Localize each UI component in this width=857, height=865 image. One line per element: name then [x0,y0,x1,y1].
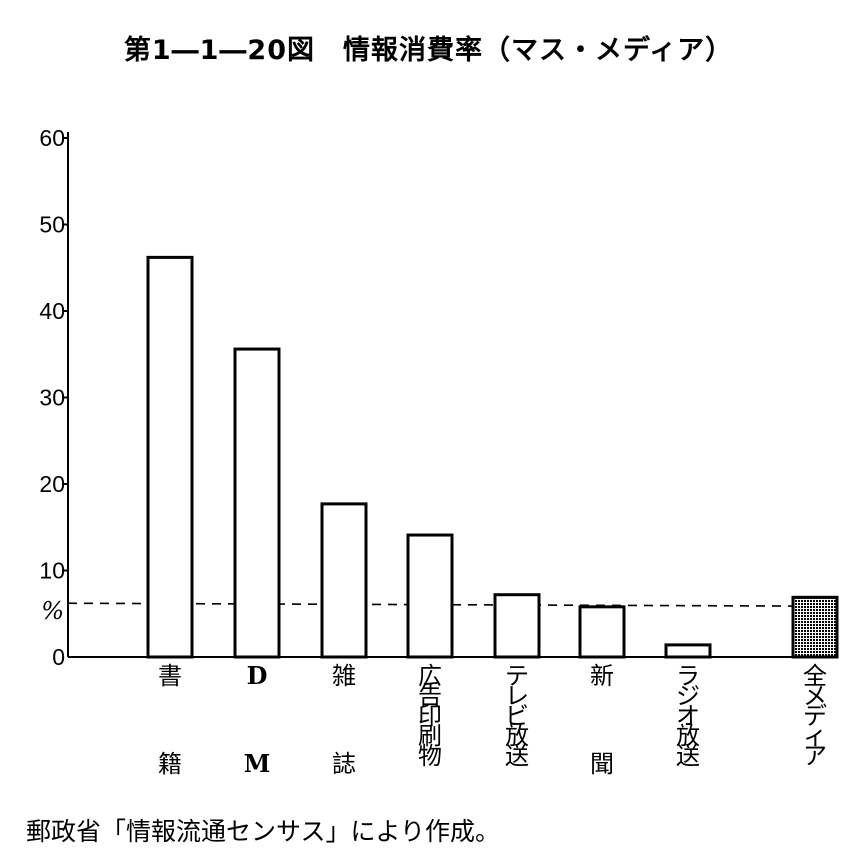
bar-chart: 0 10 20 30 40 50 60% 書籍 D M 雑誌 広告印刷物 テレビ放送 新聞 ラジオ放送 全メ… [39,125,839,778]
y-tick-label: 60 [39,125,65,151]
bar [233,347,281,659]
y-tick-label: 10 [39,558,65,584]
bar [146,255,194,659]
y-tick-label: 40 [39,298,65,324]
source-note: 郵政省「情報流通センサス」により作成。 [26,817,501,846]
y-tick-label: 50 [39,212,65,238]
bar [791,595,839,659]
chart-title: 第1―1―20図 情報消費率（マス・メディア） [123,35,734,66]
x-tick-label-bottom: 籍 [158,750,182,778]
bar [493,593,541,659]
x-tick-label: ラジオ放送 [676,662,700,770]
x-tick-label-bottom: M [244,749,271,778]
x-tick-label: 新 [590,662,614,690]
bar [664,643,712,659]
x-tick-label: 雑 [332,662,356,690]
y-tick-label: 30 [39,385,65,411]
x-tick-label: 全メディア [803,662,827,770]
bar [406,533,454,659]
x-tick-label: 書 [158,662,182,690]
x-tick-label: 広告印刷物 [418,662,442,770]
x-tick-label: テレビ放送 [505,662,529,770]
x-tick-label: D [247,661,268,690]
x-tick-label-bottom: 誌 [332,750,356,778]
x-tick-label-bottom: 聞 [590,750,614,778]
y-tick-label: 20 [39,471,65,497]
bar [578,605,626,659]
y-tick-label: 0 [52,644,65,670]
y-unit-label: % [41,597,64,625]
bar [320,502,368,659]
